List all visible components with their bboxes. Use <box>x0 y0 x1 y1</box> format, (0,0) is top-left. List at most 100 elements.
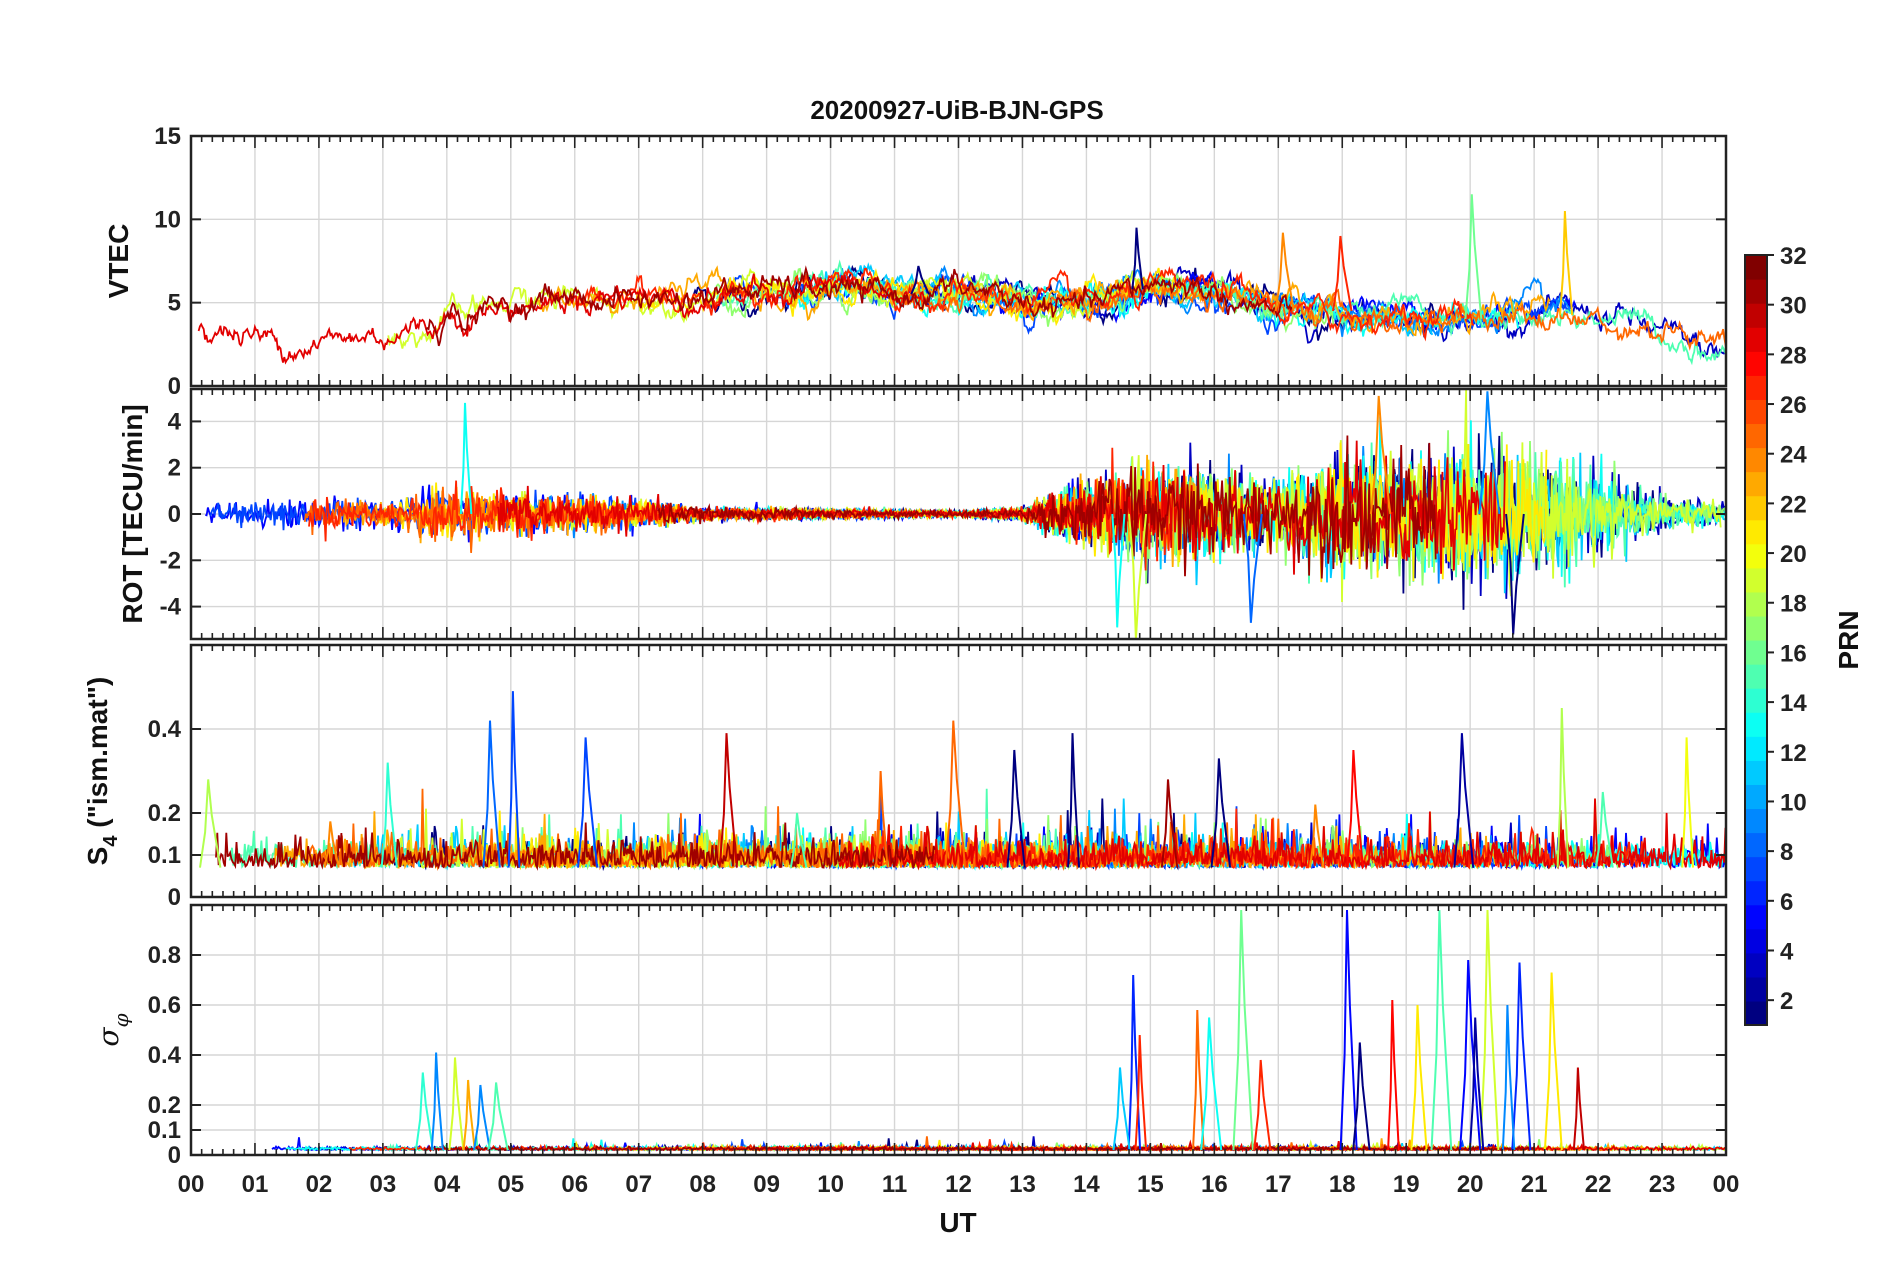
series-peak <box>1559 210 1574 316</box>
series-peak <box>1430 909 1453 1151</box>
colorbar-band <box>1745 712 1767 737</box>
colorbar-tick-label: 26 <box>1780 392 1807 419</box>
x-tick-label: 19 <box>1393 1171 1420 1198</box>
series-line-prn-27 <box>575 266 1475 342</box>
series-peak <box>487 1082 509 1151</box>
y-tick-label: 15 <box>154 123 181 150</box>
x-tick-label: 22 <box>1585 1171 1612 1198</box>
series-peak <box>1543 972 1563 1151</box>
colorbar-band <box>1745 832 1767 858</box>
colorbar-tick-label: 28 <box>1780 342 1807 369</box>
series-peak <box>507 691 521 868</box>
x-tick-label: 11 <box>882 1171 907 1198</box>
series-peak <box>1309 804 1325 868</box>
series-line-prn-31 <box>215 822 936 871</box>
y-tick-label: 5 <box>168 290 181 317</box>
panel-sigma-phi: 00.10.2 0.4 0.6 0.8 σφ <box>92 903 1728 1169</box>
series-peak <box>1369 395 1392 515</box>
colorbar-tick-label: 6 <box>1780 889 1793 916</box>
panel-sigma-phi-ylabel-sub: φ <box>109 1013 133 1027</box>
x-tick-label: 12 <box>945 1171 972 1198</box>
colorbar-band <box>1745 808 1767 834</box>
y-tick-label: 0 <box>168 501 181 528</box>
colorbar-band <box>1745 856 1767 882</box>
colorbar-frame <box>1744 254 1768 1026</box>
series-peak <box>323 821 340 868</box>
y-tick-label: 0 <box>168 373 181 400</box>
x-tick-label: 16 <box>1201 1171 1228 1198</box>
colorbar-tick-label: 4 <box>1780 938 1794 965</box>
x-tick-label: 00 <box>178 1171 205 1198</box>
series-peak <box>199 779 222 868</box>
colorbar-band <box>1745 640 1767 665</box>
x-axis-label: UT <box>939 1207 976 1238</box>
series-peak <box>1410 1004 1428 1151</box>
series-peak <box>430 1052 444 1151</box>
series-peak <box>1127 974 1142 1151</box>
colorbar-tick-label: 10 <box>1780 789 1807 816</box>
colorbar-band <box>1745 399 1767 425</box>
x-tick-label: 23 <box>1649 1171 1676 1198</box>
colorbar-band <box>1745 255 1767 280</box>
y-tick-label: 0 <box>168 884 181 911</box>
series-peak <box>1131 227 1144 290</box>
series-peak <box>1274 232 1295 312</box>
series-peak <box>459 402 473 515</box>
series-peak <box>1501 1004 1516 1151</box>
colorbar-tick-label: 32 <box>1780 243 1807 270</box>
colorbar-tick-label: 16 <box>1780 640 1807 667</box>
chart-title: 20200927-UiB-BJN-GPS <box>810 95 1103 125</box>
x-tick-label: 00 <box>1713 1171 1740 1198</box>
colorbar-band <box>1745 279 1767 304</box>
colorbar-band <box>1745 952 1767 978</box>
series-peak <box>874 770 889 868</box>
x-tick-label: 17 <box>1265 1171 1292 1198</box>
series-peak <box>473 1084 491 1151</box>
series-peak <box>1339 909 1358 1151</box>
panel-s4-ylabel-sub: 4 <box>100 835 122 847</box>
colorbar-tick-label: 2 <box>1780 988 1793 1015</box>
series-line-prn-31 <box>423 1143 1536 1153</box>
colorbar-band <box>1745 760 1767 785</box>
colorbar-tick-label: 14 <box>1780 690 1807 717</box>
y-tick-label: 0.1 <box>148 842 181 869</box>
series-peak <box>1468 1017 1485 1151</box>
series-peak <box>1332 235 1353 312</box>
panel-s4-ylabel: S4 ("ism.mat") <box>82 677 122 866</box>
y-tick-label: 0.6 <box>148 992 181 1019</box>
colorbar-tick-label: 12 <box>1780 740 1807 767</box>
x-tick-label: 14 <box>1073 1171 1100 1198</box>
series-peak <box>1556 707 1570 868</box>
panel-s4-ylabel-main: S <box>82 847 113 866</box>
colorbar-tick-label: 20 <box>1780 541 1807 568</box>
series-peak <box>1346 749 1364 868</box>
series-peak <box>1112 1067 1131 1151</box>
x-tick-label: 10 <box>817 1171 844 1198</box>
colorbar-band <box>1745 447 1767 473</box>
colorbar-band <box>1745 1000 1767 1026</box>
x-tick-label: 02 <box>306 1171 333 1198</box>
colorbar-band <box>1745 784 1767 810</box>
series-peak <box>462 1079 476 1151</box>
series-peak <box>1511 962 1532 1151</box>
colorbar-band <box>1745 471 1767 497</box>
colorbar-band <box>1745 327 1767 352</box>
colorbar-tick-label: 24 <box>1780 442 1807 469</box>
panel-s4: 0 0.1 0.2 0.4 S4 ("ism.mat") <box>82 643 1728 911</box>
x-tick-label: 03 <box>370 1171 397 1198</box>
colorbar-band <box>1745 543 1767 569</box>
series-peak <box>1192 1009 1205 1151</box>
series-line-prn-29 <box>197 273 926 365</box>
series-peak <box>1464 194 1483 319</box>
series-peak <box>718 733 738 868</box>
colorbar-band <box>1745 615 1767 641</box>
colorbar-tick-label: 30 <box>1780 293 1807 320</box>
panel-vtec: 0 5 10 15 VTEC <box>103 123 1728 400</box>
series-peak <box>380 762 398 868</box>
series-line-prn-31 <box>425 265 1293 347</box>
series-line-prn-25 <box>307 788 1319 872</box>
series-peak <box>577 737 599 868</box>
colorbar-band <box>1745 928 1767 954</box>
panel-rot: -4 -2 0 2 4 ROT [TECU/min] <box>117 387 1728 641</box>
colorbar-band <box>1745 880 1767 906</box>
